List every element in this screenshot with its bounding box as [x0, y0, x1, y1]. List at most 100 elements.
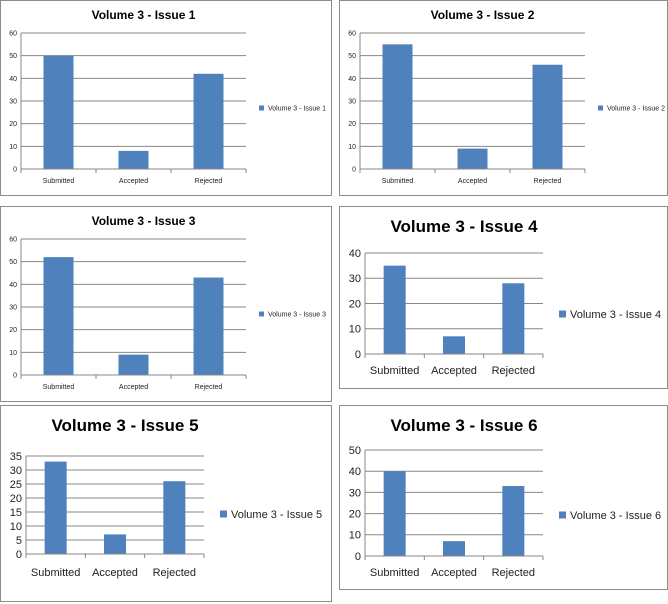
y-tick-label: 25 [10, 479, 22, 491]
x-tick-label: Submitted [370, 365, 420, 377]
chart-svg: Volume 3 - Issue 5 0 5 10 15 20 25 30 35 Submitte… [10, 416, 322, 579]
bar [383, 471, 406, 556]
x-tick-label: Accepted [431, 365, 477, 377]
legend-label: Volume 3 - Issue 3 [268, 311, 326, 318]
y-tick-label: 30 [9, 304, 17, 311]
x-tick-label: Submitted [31, 567, 81, 579]
y-tick-label: 60 [9, 236, 17, 243]
bar [382, 44, 413, 170]
legend-swatch [259, 311, 264, 317]
bar [532, 64, 563, 169]
y-tick-label: 20 [9, 327, 17, 334]
chart-title: Volume 3 - Issue 5 [51, 416, 198, 435]
bar [118, 354, 149, 375]
y-tick-label: 60 [348, 30, 356, 37]
bar [457, 148, 488, 169]
legend-label: Volume 3 - Issue 1 [268, 105, 326, 112]
x-tick-label: Accepted [92, 567, 138, 579]
bar [44, 461, 67, 554]
y-tick-label: 35 [10, 451, 22, 463]
legend-swatch [559, 511, 566, 519]
y-tick-label: 0 [16, 549, 22, 561]
x-tick-label: Submitted [43, 178, 75, 185]
bar [118, 150, 149, 169]
legend-swatch [220, 510, 227, 518]
y-tick-label: 15 [10, 507, 22, 519]
x-tick-label: Accepted [431, 567, 477, 579]
chart-panel-issue-4: Volume 3 - Issue 4 0 10 20 30 40 Submitted Acce… [339, 206, 668, 389]
y-tick-label: 10 [349, 324, 361, 336]
y-tick-label: 0 [355, 551, 361, 563]
chart-title: Volume 3 - Issue 4 [390, 217, 538, 236]
y-tick-label: 0 [13, 372, 17, 379]
chart-svg: Volume 3 - Issue 2 0 10 20 30 40 50 60 Submitted… [348, 8, 665, 185]
bar [43, 257, 74, 375]
x-tick-label: Accepted [458, 178, 487, 185]
y-tick-label: 30 [348, 98, 356, 105]
y-tick-label: 20 [9, 121, 17, 128]
legend-swatch [259, 105, 264, 111]
y-tick-label: 40 [9, 76, 17, 83]
y-tick-label: 50 [9, 53, 17, 60]
y-tick-label: 10 [348, 144, 356, 151]
y-tick-label: 5 [16, 535, 22, 547]
bar [502, 283, 525, 354]
chart-svg: Volume 3 - Issue 6 0 10 20 30 40 50 Submitted Ac… [349, 416, 661, 579]
legend-label: Volume 3 - Issue 5 [231, 509, 322, 521]
y-tick-label: 30 [10, 465, 22, 477]
x-tick-label: Submitted [43, 384, 75, 391]
x-tick-label: Submitted [382, 178, 414, 185]
chart-title: Volume 3 - Issue 2 [431, 8, 535, 22]
y-tick-label: 20 [348, 121, 356, 128]
bar [43, 55, 74, 169]
y-tick-label: 60 [9, 30, 17, 37]
x-tick-label: Rejected [492, 567, 535, 579]
chart-panel-issue-2: Volume 3 - Issue 2 0 10 20 30 40 50 60 Submitted… [339, 0, 668, 196]
legend-swatch [559, 310, 566, 318]
chart-svg: Volume 3 - Issue 4 0 10 20 30 40 Submitted Acce… [349, 217, 661, 377]
chart-panel-issue-3: Volume 3 - Issue 3 0 10 20 30 40 50 60 Submitted… [0, 206, 332, 402]
bar [163, 481, 186, 554]
chart-panel-issue-5: Volume 3 - Issue 5 0 5 10 15 20 25 30 35 Submitte… [0, 405, 332, 602]
bar [193, 277, 224, 375]
bar [443, 336, 465, 354]
y-tick-label: 10 [10, 521, 22, 533]
y-tick-label: 40 [349, 248, 361, 260]
bar [193, 73, 224, 169]
legend-label: Volume 3 - Issue 2 [607, 105, 665, 112]
y-tick-label: 40 [349, 466, 361, 478]
chart-title: Volume 3 - Issue 6 [390, 416, 537, 435]
y-tick-label: 20 [10, 493, 22, 505]
y-tick-label: 20 [349, 298, 361, 310]
bar [104, 534, 126, 554]
chart-title: Volume 3 - Issue 1 [92, 8, 196, 22]
x-tick-label: Rejected [534, 178, 562, 185]
y-tick-label: 40 [9, 282, 17, 289]
x-tick-label: Rejected [195, 178, 223, 185]
legend-label: Volume 3 - Issue 6 [570, 510, 661, 522]
x-tick-label: Submitted [370, 567, 420, 579]
y-tick-label: 10 [349, 530, 361, 542]
x-tick-label: Accepted [119, 178, 148, 185]
bar [502, 486, 525, 556]
x-tick-label: Accepted [119, 384, 148, 391]
bar [443, 541, 465, 556]
y-tick-label: 30 [349, 487, 361, 499]
bar [383, 265, 406, 354]
y-tick-label: 30 [349, 273, 361, 285]
legend-swatch [598, 105, 603, 111]
legend-label: Volume 3 - Issue 4 [570, 309, 661, 321]
y-tick-label: 50 [349, 445, 361, 457]
y-tick-label: 0 [352, 166, 356, 173]
chart-panel-issue-1: Volume 3 - Issue 1 0 10 20 30 40 50 60 Submitted… [0, 0, 332, 196]
y-tick-label: 20 [349, 508, 361, 520]
y-tick-label: 50 [348, 53, 356, 60]
y-tick-label: 0 [355, 349, 361, 361]
chart-title: Volume 3 - Issue 3 [92, 214, 196, 228]
y-tick-label: 50 [9, 259, 17, 266]
y-tick-label: 40 [348, 76, 356, 83]
y-tick-label: 10 [9, 350, 17, 357]
x-tick-label: Rejected [153, 567, 196, 579]
y-tick-label: 30 [9, 98, 17, 105]
chart-panel-issue-6: Volume 3 - Issue 6 0 10 20 30 40 50 Submitted Ac… [339, 405, 668, 590]
